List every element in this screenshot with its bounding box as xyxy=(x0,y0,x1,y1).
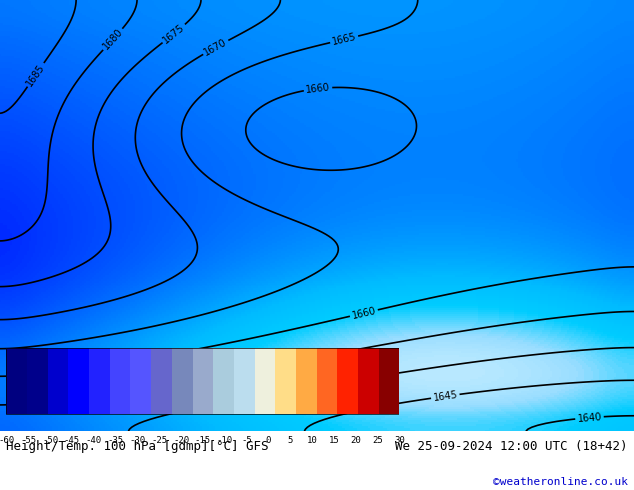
Text: 1675: 1675 xyxy=(161,22,186,46)
Text: -15: -15 xyxy=(195,436,211,445)
Text: -35: -35 xyxy=(108,436,124,445)
Text: -30: -30 xyxy=(129,436,145,445)
Text: -10: -10 xyxy=(217,436,233,445)
FancyBboxPatch shape xyxy=(110,348,131,414)
Text: -25: -25 xyxy=(151,436,167,445)
Text: -40: -40 xyxy=(86,436,101,445)
FancyBboxPatch shape xyxy=(193,348,213,414)
Text: 20: 20 xyxy=(351,436,361,445)
Text: 1645: 1645 xyxy=(432,390,458,403)
FancyBboxPatch shape xyxy=(68,348,89,414)
Text: 1680: 1680 xyxy=(101,27,125,52)
FancyBboxPatch shape xyxy=(378,348,399,414)
Text: -5: -5 xyxy=(241,436,252,445)
FancyBboxPatch shape xyxy=(131,348,151,414)
FancyBboxPatch shape xyxy=(27,348,48,414)
Text: 1660: 1660 xyxy=(351,305,377,320)
Text: -55: -55 xyxy=(20,436,36,445)
FancyBboxPatch shape xyxy=(213,348,234,414)
FancyBboxPatch shape xyxy=(6,348,27,414)
Text: 1670: 1670 xyxy=(202,37,229,58)
FancyBboxPatch shape xyxy=(358,348,378,414)
Text: 30: 30 xyxy=(394,436,404,445)
FancyBboxPatch shape xyxy=(337,348,358,414)
Text: 15: 15 xyxy=(328,436,339,445)
Text: -20: -20 xyxy=(173,436,189,445)
FancyBboxPatch shape xyxy=(234,348,255,414)
Text: -50: -50 xyxy=(42,436,58,445)
Text: 1655: 1655 xyxy=(316,347,342,362)
FancyBboxPatch shape xyxy=(255,348,275,414)
Text: 1650: 1650 xyxy=(297,381,323,394)
Text: 10: 10 xyxy=(307,436,318,445)
Text: We 25-09-2024 12:00 UTC (18+42): We 25-09-2024 12:00 UTC (18+42) xyxy=(395,440,628,453)
Text: 1665: 1665 xyxy=(331,32,358,47)
Text: -45: -45 xyxy=(64,436,80,445)
FancyBboxPatch shape xyxy=(151,348,172,414)
Text: 0: 0 xyxy=(266,436,271,445)
FancyBboxPatch shape xyxy=(89,348,110,414)
Text: 1640: 1640 xyxy=(577,412,602,424)
Text: 1685: 1685 xyxy=(25,62,47,88)
FancyBboxPatch shape xyxy=(172,348,193,414)
FancyBboxPatch shape xyxy=(316,348,337,414)
FancyBboxPatch shape xyxy=(275,348,296,414)
FancyBboxPatch shape xyxy=(48,348,68,414)
Text: -60: -60 xyxy=(0,436,15,445)
Text: 1660: 1660 xyxy=(305,82,331,95)
Text: 25: 25 xyxy=(372,436,383,445)
FancyBboxPatch shape xyxy=(296,348,316,414)
Text: Height/Temp. 100 hPa [gdmp][°C] GFS: Height/Temp. 100 hPa [gdmp][°C] GFS xyxy=(6,440,269,453)
Text: ©weatheronline.co.uk: ©weatheronline.co.uk xyxy=(493,477,628,487)
Text: 5: 5 xyxy=(288,436,293,445)
